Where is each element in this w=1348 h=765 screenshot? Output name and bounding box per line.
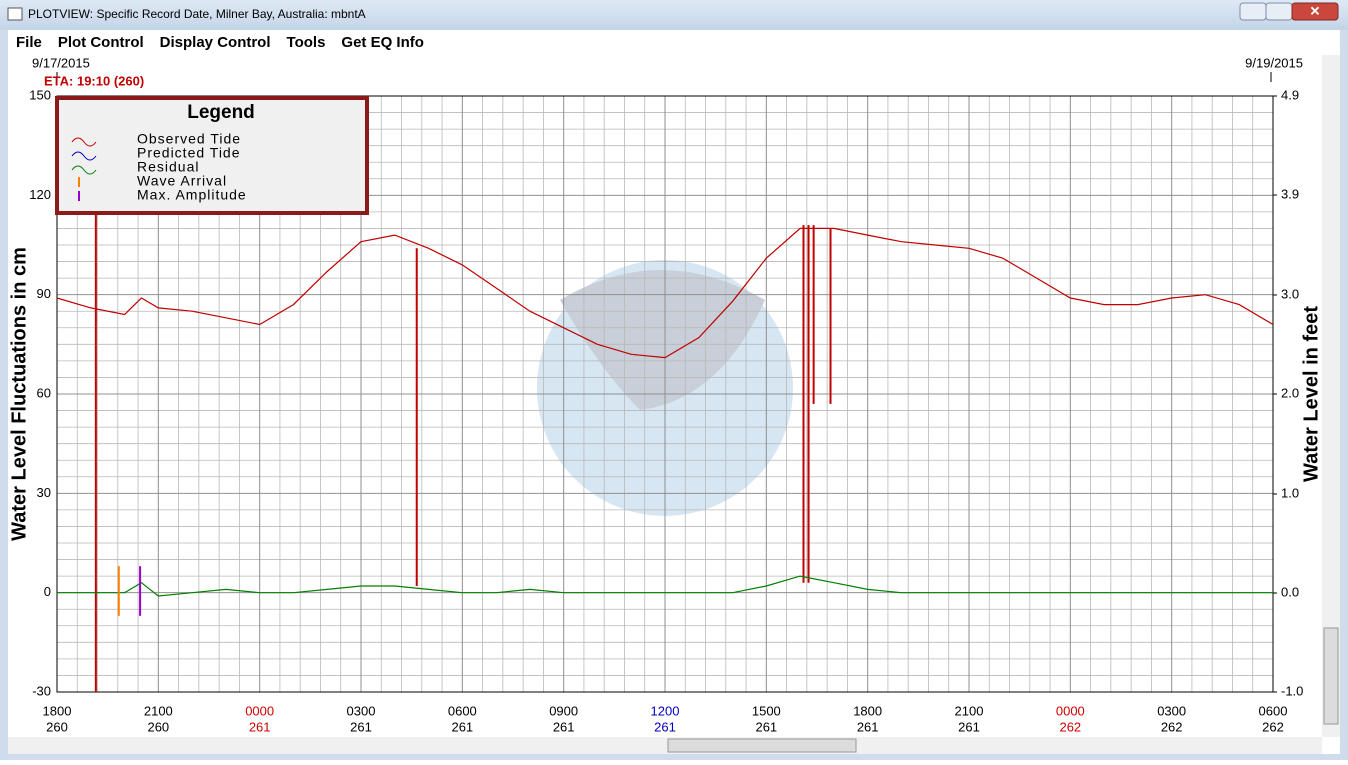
eta-label: ETA: 19:10 (260) bbox=[44, 73, 144, 88]
y2-tick-label: 0.0 bbox=[1281, 584, 1299, 599]
x-tick-label: 0600 bbox=[1259, 703, 1288, 718]
x-tick-label: 1800 bbox=[43, 703, 72, 718]
x-tick-label: 0300 bbox=[347, 703, 376, 718]
x-tick-day: 260 bbox=[46, 719, 68, 734]
menu-item[interactable]: Tools bbox=[287, 34, 326, 51]
y-axis-label: Water Level Fluctuations in cm bbox=[8, 247, 30, 541]
x-tick-label: 0000 bbox=[245, 703, 274, 718]
plot-border bbox=[56, 95, 1274, 693]
x-tick-label: 0600 bbox=[448, 703, 477, 718]
series-line bbox=[57, 575, 1273, 597]
x-tick-label: 1800 bbox=[853, 703, 882, 718]
legend-label: Residual bbox=[137, 159, 199, 175]
y-tick-label: 120 bbox=[29, 187, 51, 202]
legend-label: Max. Amplitude bbox=[137, 187, 247, 203]
horizontal-scroll-thumb[interactable] bbox=[667, 738, 857, 753]
y-tick-label: 0 bbox=[44, 584, 51, 599]
end-date: 9/19/2015 bbox=[1245, 55, 1303, 70]
y2-tick-label: 1.0 bbox=[1281, 485, 1299, 500]
x-tick-day: 261 bbox=[755, 719, 777, 734]
x-tick-day: 260 bbox=[147, 719, 169, 734]
close-icon: ✕ bbox=[1310, 3, 1321, 18]
watermark-bird bbox=[560, 270, 765, 410]
legend-label: Predicted Tide bbox=[137, 145, 241, 161]
x-tick-label: 0900 bbox=[549, 703, 578, 718]
legend-label: Observed Tide bbox=[137, 131, 241, 147]
y2-tick-label: -1.0 bbox=[1281, 683, 1303, 698]
x-tick-day: 261 bbox=[958, 719, 980, 734]
y-tick-label: 30 bbox=[37, 485, 51, 500]
x-tick-day: 261 bbox=[249, 719, 271, 734]
y-tick-label: 150 bbox=[29, 87, 51, 102]
x-tick-day: 261 bbox=[350, 719, 372, 734]
menu-item[interactable]: File bbox=[16, 34, 42, 51]
x-tick-day: 262 bbox=[1059, 719, 1081, 734]
legend-box bbox=[55, 96, 369, 215]
x-tick-label: 2100 bbox=[955, 703, 984, 718]
menu-bar: File Plot Control Display Control Tools Get … bbox=[16, 34, 424, 51]
x-tick-day: 261 bbox=[553, 719, 575, 734]
menu-item[interactable]: Get EQ Info bbox=[341, 34, 424, 51]
x-tick-label: 1200 bbox=[651, 703, 680, 718]
y2-tick-label: 4.9 bbox=[1281, 87, 1299, 102]
x-tick-label: 0000 bbox=[1056, 703, 1085, 718]
vertical-scrollbar[interactable] bbox=[1322, 55, 1340, 737]
x-tick-label: 1500 bbox=[752, 703, 781, 718]
x-tick-day: 262 bbox=[1262, 719, 1284, 734]
y-tick-label: 60 bbox=[37, 385, 51, 400]
y-tick-label: -30 bbox=[32, 683, 51, 698]
x-tick-day: 261 bbox=[857, 719, 879, 734]
legend-symbol bbox=[71, 151, 97, 161]
legend-symbol bbox=[71, 137, 97, 147]
maximize-button[interactable] bbox=[1265, 2, 1293, 21]
x-tick-day: 261 bbox=[654, 719, 676, 734]
x-tick-label: 2100 bbox=[144, 703, 173, 718]
horizontal-scrollbar[interactable] bbox=[8, 737, 1322, 754]
legend-title: Legend bbox=[187, 102, 255, 123]
y2-tick-label: 3.0 bbox=[1281, 286, 1299, 301]
x-tick-day: 261 bbox=[451, 719, 473, 734]
close-button[interactable] bbox=[1291, 2, 1339, 21]
series-line bbox=[56, 227, 1274, 359]
x-tick-day: 262 bbox=[1161, 719, 1183, 734]
x-tick-label: 0300 bbox=[1157, 703, 1186, 718]
minimize-button[interactable] bbox=[1239, 2, 1267, 21]
menu-item[interactable]: Plot Control bbox=[58, 34, 144, 51]
app-icon bbox=[7, 7, 23, 21]
plot-area: -30 0 30 60 90 120 150 -1.0 0.0 1.0 2.0 3.0 3.9 4.9 18… bbox=[8, 55, 1322, 734]
start-date: 9/17/2015 bbox=[32, 55, 90, 70]
y-tick-label: 90 bbox=[37, 286, 51, 301]
y2-tick-label: 3.9 bbox=[1281, 186, 1299, 201]
y2-tick-label: 2.0 bbox=[1281, 385, 1299, 400]
legend-label: Wave Arrival bbox=[137, 173, 227, 189]
title-bar bbox=[0, 0, 1348, 30]
legend-symbol bbox=[71, 165, 97, 175]
vertical-scroll-thumb[interactable] bbox=[1323, 627, 1339, 725]
y2-axis-label: Water Level in feet bbox=[1300, 306, 1322, 482]
menu-item[interactable]: Display Control bbox=[160, 34, 271, 51]
window-title: PLOTVIEW: Specific Record Date, Milner B… bbox=[28, 7, 366, 21]
